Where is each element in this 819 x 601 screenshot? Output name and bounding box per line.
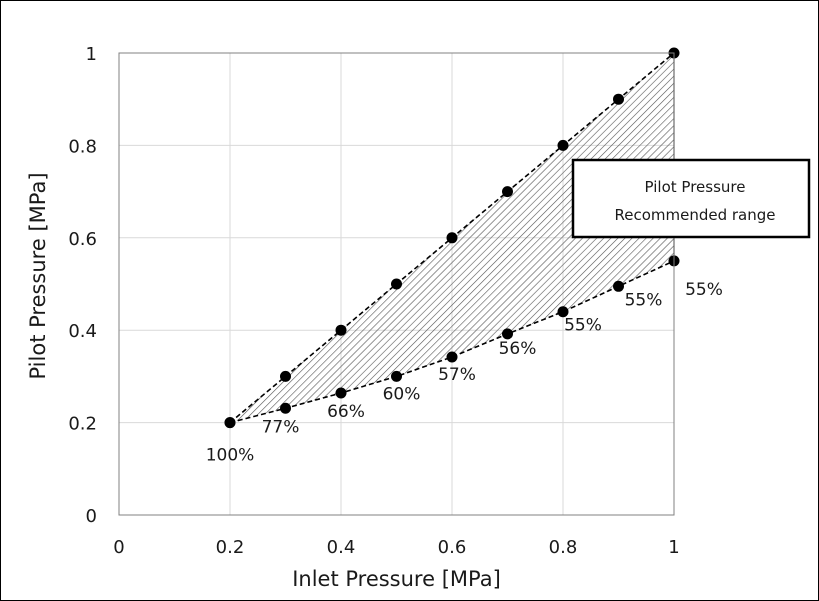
axes — [118, 52, 675, 516]
percent-label: 100% — [206, 446, 255, 466]
lower-data-point — [391, 370, 402, 382]
percent-label: 77% — [262, 417, 300, 437]
x-tick-label: 0 — [113, 537, 124, 558]
upper-data-point — [391, 278, 402, 290]
x-tick-label: 0.4 — [327, 537, 356, 558]
plot-area — [118, 52, 675, 516]
upper-data-point — [502, 186, 513, 198]
upper-data-point — [335, 324, 347, 336]
percent-label: 55% — [625, 290, 663, 310]
lower-data-point — [446, 351, 458, 363]
percent-label: 60% — [383, 384, 421, 404]
series-group — [224, 47, 680, 429]
lower-data-point — [335, 387, 347, 399]
legend-line-1: Pilot Pressure — [645, 178, 746, 196]
percent-label: 55% — [685, 280, 723, 300]
y-tick-label: 0.8 — [68, 136, 97, 157]
percent-label: 56% — [499, 339, 537, 359]
percent-label: 66% — [327, 402, 365, 422]
lower-data-point — [280, 402, 291, 414]
x-tick-label: 1 — [668, 537, 679, 558]
legend-box — [571, 158, 811, 239]
lower-data-point — [224, 417, 236, 429]
x-tick-label: 0.6 — [438, 537, 467, 558]
upper-data-point — [557, 139, 569, 151]
y-tick-label: 0.4 — [68, 321, 97, 342]
x-tick-label: 0.8 — [549, 537, 578, 558]
percent-label: 57% — [438, 365, 476, 385]
legend: Pilot Pressure Recommended range — [571, 158, 811, 239]
lower-data-point — [613, 280, 624, 292]
lower-data-point — [557, 306, 569, 318]
y-tick-label: 1 — [86, 44, 97, 65]
y-axis-title: Pilot Pressure [MPa] — [26, 172, 50, 379]
y-tick-label: 0 — [86, 506, 97, 527]
x-axis-title: Inlet Pressure [MPa] — [292, 567, 501, 591]
percent-label: 55% — [564, 316, 602, 336]
y-tick-label: 0.2 — [68, 414, 97, 435]
lower-dashed-line — [229, 260, 675, 424]
legend-line-2: Recommended range — [614, 206, 775, 224]
upper-data-point — [280, 370, 291, 382]
y-tick-label: 0.6 — [68, 229, 97, 250]
data-labels: 100% 77% 66% 60% 57% 56% 55% 55% 55% — [206, 280, 723, 466]
tick-labels: 0 0.2 0.4 0.6 0.8 1 0 0.2 0.4 0.6 0.8 1 — [68, 44, 679, 558]
upper-data-point — [446, 232, 458, 244]
lower-data-point — [502, 328, 513, 340]
upper-data-point — [613, 93, 624, 105]
x-tick-label: 0.2 — [216, 537, 245, 558]
